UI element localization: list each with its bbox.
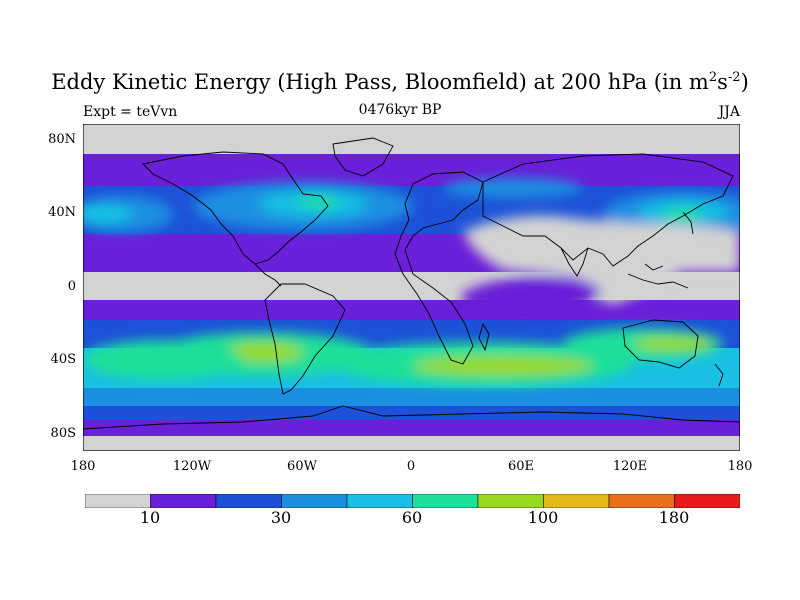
colorbar-swatch: [215, 494, 282, 508]
colorbar-label: 30: [270, 508, 292, 527]
colorbar-swatch: [674, 494, 740, 508]
chart-subtitle: 0476kyr BP: [358, 102, 442, 118]
colorbar-label: 100: [527, 508, 559, 527]
y-tick: 80N: [48, 132, 76, 147]
band-subtropic-south: [83, 300, 740, 320]
map-plot: [83, 124, 740, 451]
colorbar-swatch: [477, 494, 544, 508]
chart-title: Eddy Kinetic Energy (High Pass, Bloomfie…: [51, 70, 749, 94]
colorbar-swatch: [150, 494, 217, 508]
x-tick: 120E: [612, 459, 648, 474]
colorbar-label: 60: [401, 508, 423, 527]
y-tick: 40N: [48, 205, 76, 220]
colorbar-label: 180: [658, 508, 690, 527]
colorbar-swatch: [608, 494, 675, 508]
colorbar-swatch: [346, 494, 413, 508]
experiment-label: Expt = teVvn: [83, 104, 178, 120]
x-tick: 120W: [172, 459, 212, 474]
x-tick: 0: [406, 459, 416, 474]
band-polar-south: [83, 436, 740, 451]
coastlines: [83, 137, 740, 430]
colorbar-swatch: [281, 494, 348, 508]
colorbar-swatch: [412, 494, 479, 508]
y-tick: 40S: [50, 352, 76, 367]
y-tick: 0: [67, 279, 76, 294]
colorbar-swatch: [85, 494, 151, 508]
band-antarctic-edge: [83, 406, 740, 420]
band-antarctic: [83, 420, 740, 436]
y-tick: 80S: [50, 426, 76, 441]
x-tick: 60W: [287, 459, 317, 474]
band-outer-south: [83, 388, 740, 406]
x-tick: 60E: [507, 459, 535, 474]
colorbar-swatch: [543, 494, 610, 508]
band-high-north: [83, 154, 740, 186]
colorbar-label: 10: [139, 508, 161, 527]
band-polar-north: [83, 124, 740, 154]
colorbar: [85, 494, 740, 508]
x-tick: 180: [727, 459, 753, 474]
season-label: JJA: [718, 104, 740, 120]
x-tick: 180: [70, 459, 96, 474]
